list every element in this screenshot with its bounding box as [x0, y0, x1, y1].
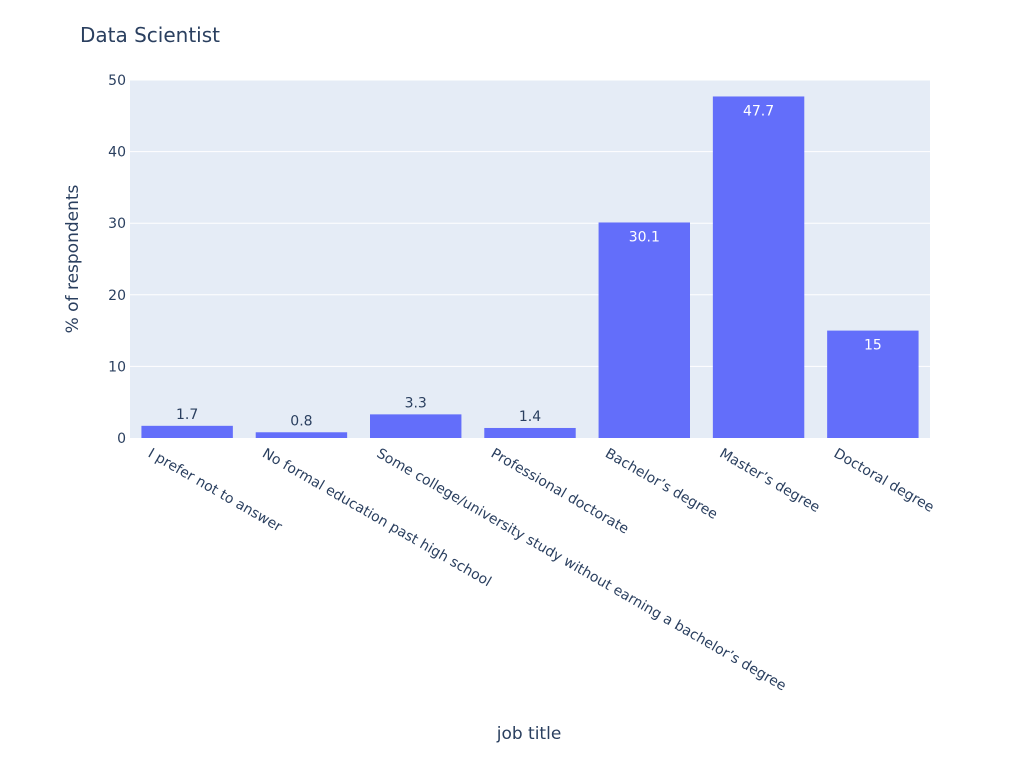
- bar: [255, 432, 348, 438]
- y-tick-label: 0: [117, 431, 126, 447]
- y-axis-ticks: 0 10 20 30 40 50: [108, 73, 126, 447]
- x-tick-label: No formal education past high school: [259, 446, 493, 591]
- bar: [712, 96, 805, 438]
- y-axis-title: % of respondents: [63, 184, 83, 333]
- bars: [141, 96, 919, 438]
- x-axis-title: job title: [496, 724, 562, 744]
- x-tick-label: Master’s degree: [717, 446, 823, 516]
- bar-value-label: 1.4: [519, 409, 541, 425]
- bar-value-label: 47.7: [743, 103, 774, 119]
- bar-value-label: 3.3: [405, 395, 427, 411]
- chart-title: Data Scientist: [80, 23, 220, 47]
- y-tick-label: 30: [108, 216, 126, 232]
- bar-value-label: 1.7: [176, 407, 198, 423]
- y-tick-label: 20: [108, 288, 126, 304]
- y-tick-label: 50: [108, 73, 126, 89]
- bar-value-label: 15: [864, 338, 882, 354]
- bar-value-label: 30.1: [629, 229, 660, 245]
- y-tick-label: 40: [108, 145, 126, 161]
- y-tick-label: 10: [108, 359, 126, 375]
- bar: [141, 425, 233, 438]
- x-tick-label: Some college/university study without ea…: [374, 446, 789, 695]
- bar: [827, 330, 919, 438]
- x-tick-label: Doctoral degree: [831, 446, 937, 516]
- bar-value-label: 0.8: [290, 413, 312, 429]
- bar: [484, 427, 576, 438]
- bar: [370, 414, 462, 438]
- data-labels: 1.7 0.8 3.3 1.4 30.1 47.7 15: [176, 103, 882, 429]
- bar: [598, 222, 690, 438]
- plot-area: [130, 80, 930, 438]
- x-tick-label: Bachelor’s degree: [602, 446, 720, 523]
